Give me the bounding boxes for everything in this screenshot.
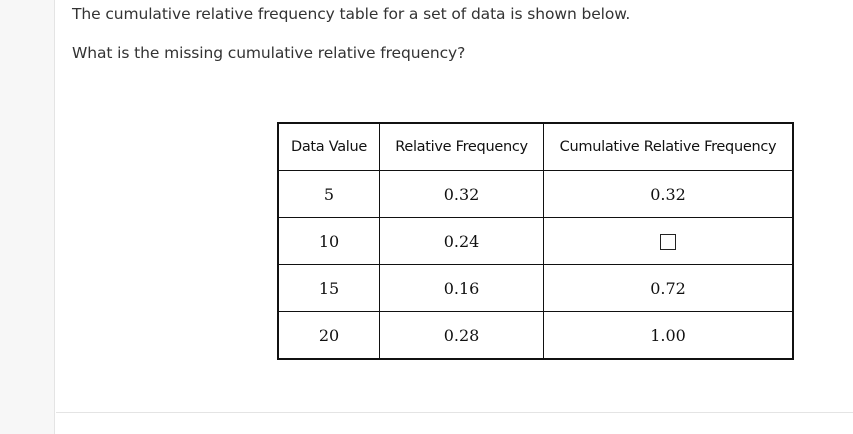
table-row: 20 0.28 1.00 (277, 311, 794, 360)
header-relative-frequency: Relative Frequency (379, 122, 544, 171)
cumulative-frequency-table: Data Value Relative Frequency Cumulative… (277, 122, 794, 360)
table-header-row: Data Value Relative Frequency Cumulative… (277, 122, 794, 171)
table-row: 5 0.32 0.32 (277, 170, 794, 218)
cell-relative-frequency: 0.24 (379, 217, 544, 265)
cell-data-value: 20 (277, 311, 380, 360)
header-data-value: Data Value (277, 122, 380, 171)
cell-missing-cumulative-frequency (543, 217, 794, 265)
cell-cumulative-relative-frequency: 0.32 (543, 170, 794, 218)
cell-relative-frequency: 0.16 (379, 264, 544, 312)
answer-input-box[interactable] (660, 234, 676, 250)
question-prompt-text: What is the missing cumulative relative … (72, 44, 466, 62)
cell-data-value: 10 (277, 217, 380, 265)
left-gutter (0, 0, 55, 434)
cell-data-value: 5 (277, 170, 380, 218)
cell-cumulative-relative-frequency: 0.72 (543, 264, 794, 312)
cell-relative-frequency: 0.32 (379, 170, 544, 218)
question-intro-text: The cumulative relative frequency table … (72, 5, 631, 23)
question-panel: The cumulative relative frequency table … (56, 0, 853, 413)
header-cumulative-relative-frequency: Cumulative Relative Frequency (543, 122, 794, 171)
cell-relative-frequency: 0.28 (379, 311, 544, 360)
cell-cumulative-relative-frequency: 1.00 (543, 311, 794, 360)
table-row: 15 0.16 0.72 (277, 264, 794, 312)
cell-data-value: 15 (277, 264, 380, 312)
table-row: 10 0.24 (277, 217, 794, 265)
